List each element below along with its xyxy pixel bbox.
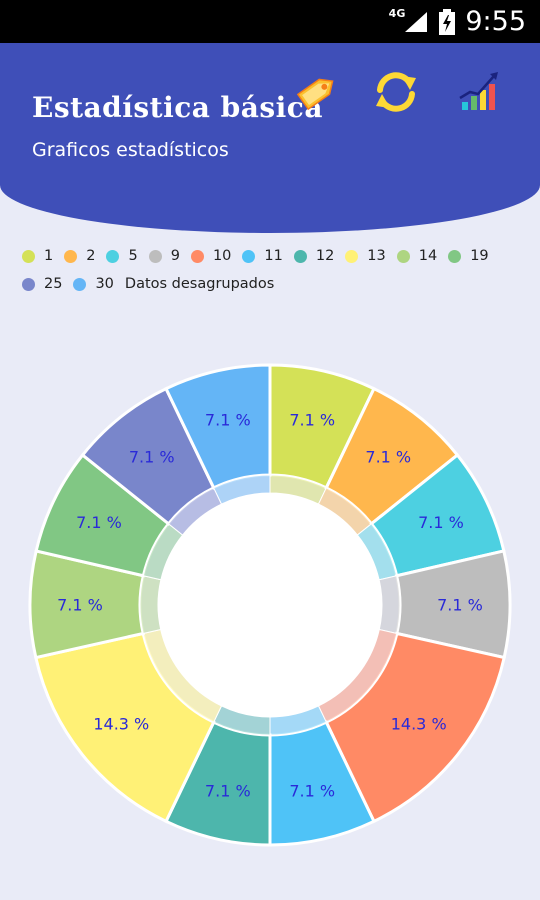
legend-swatch — [293, 249, 307, 263]
slice-value-label: 7.1 % — [437, 595, 483, 614]
legend-label: 5 — [128, 248, 138, 264]
slice-value-label: 7.1 % — [418, 513, 464, 532]
battery-icon — [439, 8, 456, 35]
legend-item: 5 — [106, 246, 138, 266]
donut-chart: 7.1 % 7.1 % 7.1 % 7.1 % 14.3 % 7.1 % 7.1 % 14.3… — [28, 363, 512, 847]
legend-item: 9 — [148, 246, 180, 266]
signal-icon — [405, 11, 428, 32]
legend-label: 30 — [95, 276, 114, 292]
slice-value-label: 7.1 % — [289, 781, 335, 800]
legend-swatch — [242, 249, 256, 263]
slice-value-label: 7.1 % — [289, 411, 335, 430]
slice-value-label: 7.1 % — [205, 781, 251, 800]
legend-item: 10 — [190, 246, 232, 266]
slice-value-label: 7.1 % — [129, 447, 175, 466]
legend-item: 12 — [293, 246, 335, 266]
legend-title: Datos desagrupados — [124, 276, 275, 292]
app-title: Estadística básica — [32, 91, 323, 124]
legend-label: 1 — [44, 248, 54, 264]
legend-swatch — [190, 249, 204, 263]
legend-item: 1 — [22, 246, 53, 266]
donut-slice-inner-ring — [139, 575, 162, 635]
legend-label: 2 — [86, 248, 96, 264]
legend-label: 25 — [44, 276, 63, 292]
app-header: Estadística básica Graficos estadísticos — [0, 43, 540, 233]
legend-swatch — [22, 277, 35, 291]
statistics-chart-icon[interactable] — [456, 68, 504, 116]
network-type-label: 4G — [388, 7, 406, 20]
legend-item: 14 — [396, 246, 438, 266]
legend-label: 10 — [212, 248, 232, 264]
slice-value-label: 14.3 % — [391, 714, 447, 733]
legend-label: 11 — [264, 248, 283, 264]
legend-swatch — [73, 277, 87, 291]
legend-item: 2 — [64, 246, 95, 266]
legend-label: 13 — [367, 248, 386, 264]
legend-item: 13 — [345, 246, 386, 266]
legend-swatch — [106, 249, 120, 263]
legend-swatch — [448, 249, 462, 263]
slice-value-label: 7.1 % — [205, 411, 251, 430]
slice-value-label: 7.1 % — [365, 447, 411, 466]
legend-swatch — [64, 249, 78, 263]
tag-icon — [296, 78, 334, 111]
legend-item: 25 — [22, 274, 62, 294]
app-subtitle: Graficos estadísticos — [32, 139, 229, 161]
chart-legend: 1 2 5 9 10 11 12 13 14 19 25 30 Datos desagrupados — [22, 246, 522, 294]
legend-label: 19 — [470, 248, 489, 264]
refresh-icon[interactable] — [372, 68, 420, 116]
legend-swatch — [22, 249, 35, 263]
clock: 9:55 — [465, 6, 526, 37]
legend-item: 30 — [73, 274, 114, 294]
legend-swatch — [148, 249, 162, 263]
legend-item: 11 — [242, 246, 283, 266]
status-icons: 4G 9:55 — [389, 0, 526, 43]
legend-swatch — [396, 249, 410, 263]
legend-label: 14 — [418, 248, 438, 264]
donut-center — [158, 493, 382, 717]
legend-label: 12 — [315, 248, 335, 264]
legend-label: 9 — [170, 248, 180, 264]
status-bar: 4G 9:55 — [0, 0, 540, 43]
donut-slice-inner-ring — [378, 575, 401, 635]
slice-value-label: 7.1 % — [76, 513, 122, 532]
slice-value-label: 7.1 % — [57, 595, 103, 614]
slice-value-label: 14.3 % — [93, 714, 149, 733]
legend-swatch — [345, 249, 359, 263]
legend-item: 19 — [448, 246, 489, 266]
